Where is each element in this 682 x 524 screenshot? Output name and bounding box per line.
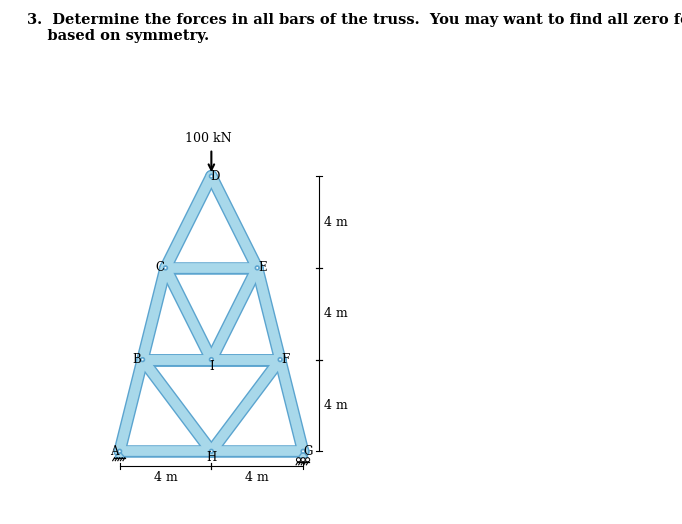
Text: based on symmetry.: based on symmetry.	[27, 29, 209, 43]
Text: A: A	[110, 445, 119, 458]
Circle shape	[164, 266, 167, 270]
Circle shape	[255, 266, 259, 270]
Text: D: D	[211, 170, 220, 183]
Text: 4 m: 4 m	[324, 399, 347, 412]
Circle shape	[278, 358, 282, 362]
Circle shape	[306, 458, 310, 462]
Text: F: F	[281, 353, 289, 366]
Circle shape	[297, 458, 301, 462]
Circle shape	[209, 450, 213, 453]
Text: H: H	[206, 451, 216, 464]
Circle shape	[118, 450, 121, 453]
Text: 3.  Determine the forces in all bars of the truss.  You may want to find all zer: 3. Determine the forces in all bars of t…	[27, 13, 682, 27]
Text: 4 m: 4 m	[324, 307, 347, 320]
Text: C: C	[155, 261, 164, 275]
Text: 4 m: 4 m	[324, 215, 347, 228]
Circle shape	[209, 174, 213, 178]
Text: E: E	[258, 261, 267, 275]
Circle shape	[209, 358, 213, 362]
Text: B: B	[132, 353, 141, 366]
Polygon shape	[115, 451, 125, 458]
Text: G: G	[303, 445, 313, 458]
Polygon shape	[298, 451, 308, 458]
Circle shape	[301, 450, 305, 453]
Text: 4 m: 4 m	[153, 471, 177, 484]
Text: I: I	[209, 359, 213, 373]
Text: 4 m: 4 m	[246, 471, 269, 484]
Circle shape	[140, 358, 145, 362]
Circle shape	[301, 458, 305, 462]
Text: 100 kN: 100 kN	[185, 132, 231, 145]
